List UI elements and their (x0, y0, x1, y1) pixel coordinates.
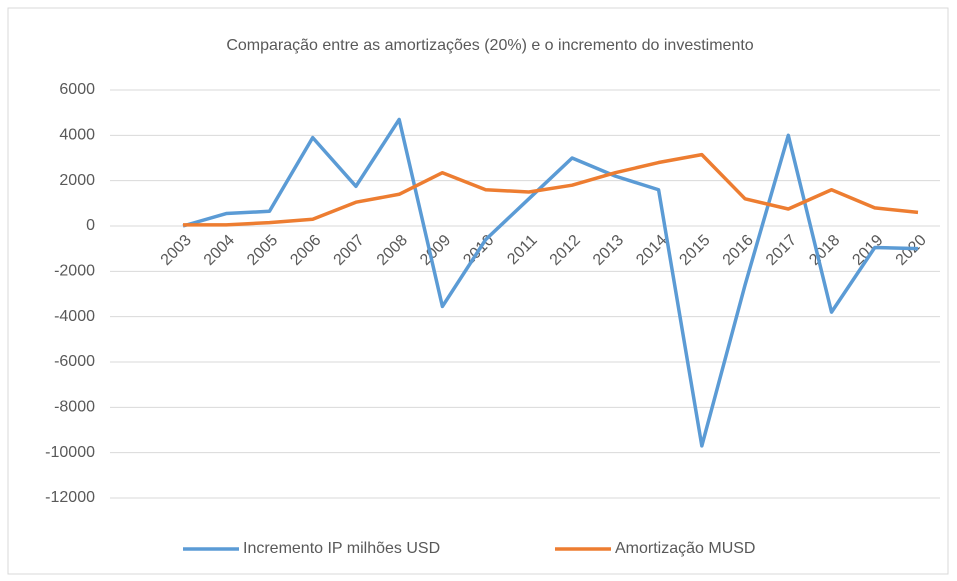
data-line (183, 152, 919, 227)
chart-title: Comparação entre as amortizações (20%) e… (226, 37, 753, 54)
y-tick-label: 6000 (59, 81, 95, 98)
y-tick-label: -8000 (54, 399, 95, 416)
data-line (182, 117, 919, 448)
legend-label: Incremento IP milhões USD (243, 540, 440, 557)
y-tick-label: 0 (86, 217, 95, 234)
y-tick-label: -4000 (54, 308, 95, 325)
y-tick-label: 2000 (59, 172, 95, 189)
legend-label: Amortização MUSD (615, 540, 755, 557)
chart-border (7, 7, 949, 575)
y-tick-label: -2000 (54, 263, 95, 280)
y-tick-label: -10000 (45, 444, 95, 461)
y-tick-label: -12000 (45, 489, 95, 506)
y-tick-label: -6000 (54, 353, 95, 370)
y-tick-label: 4000 (59, 127, 95, 144)
